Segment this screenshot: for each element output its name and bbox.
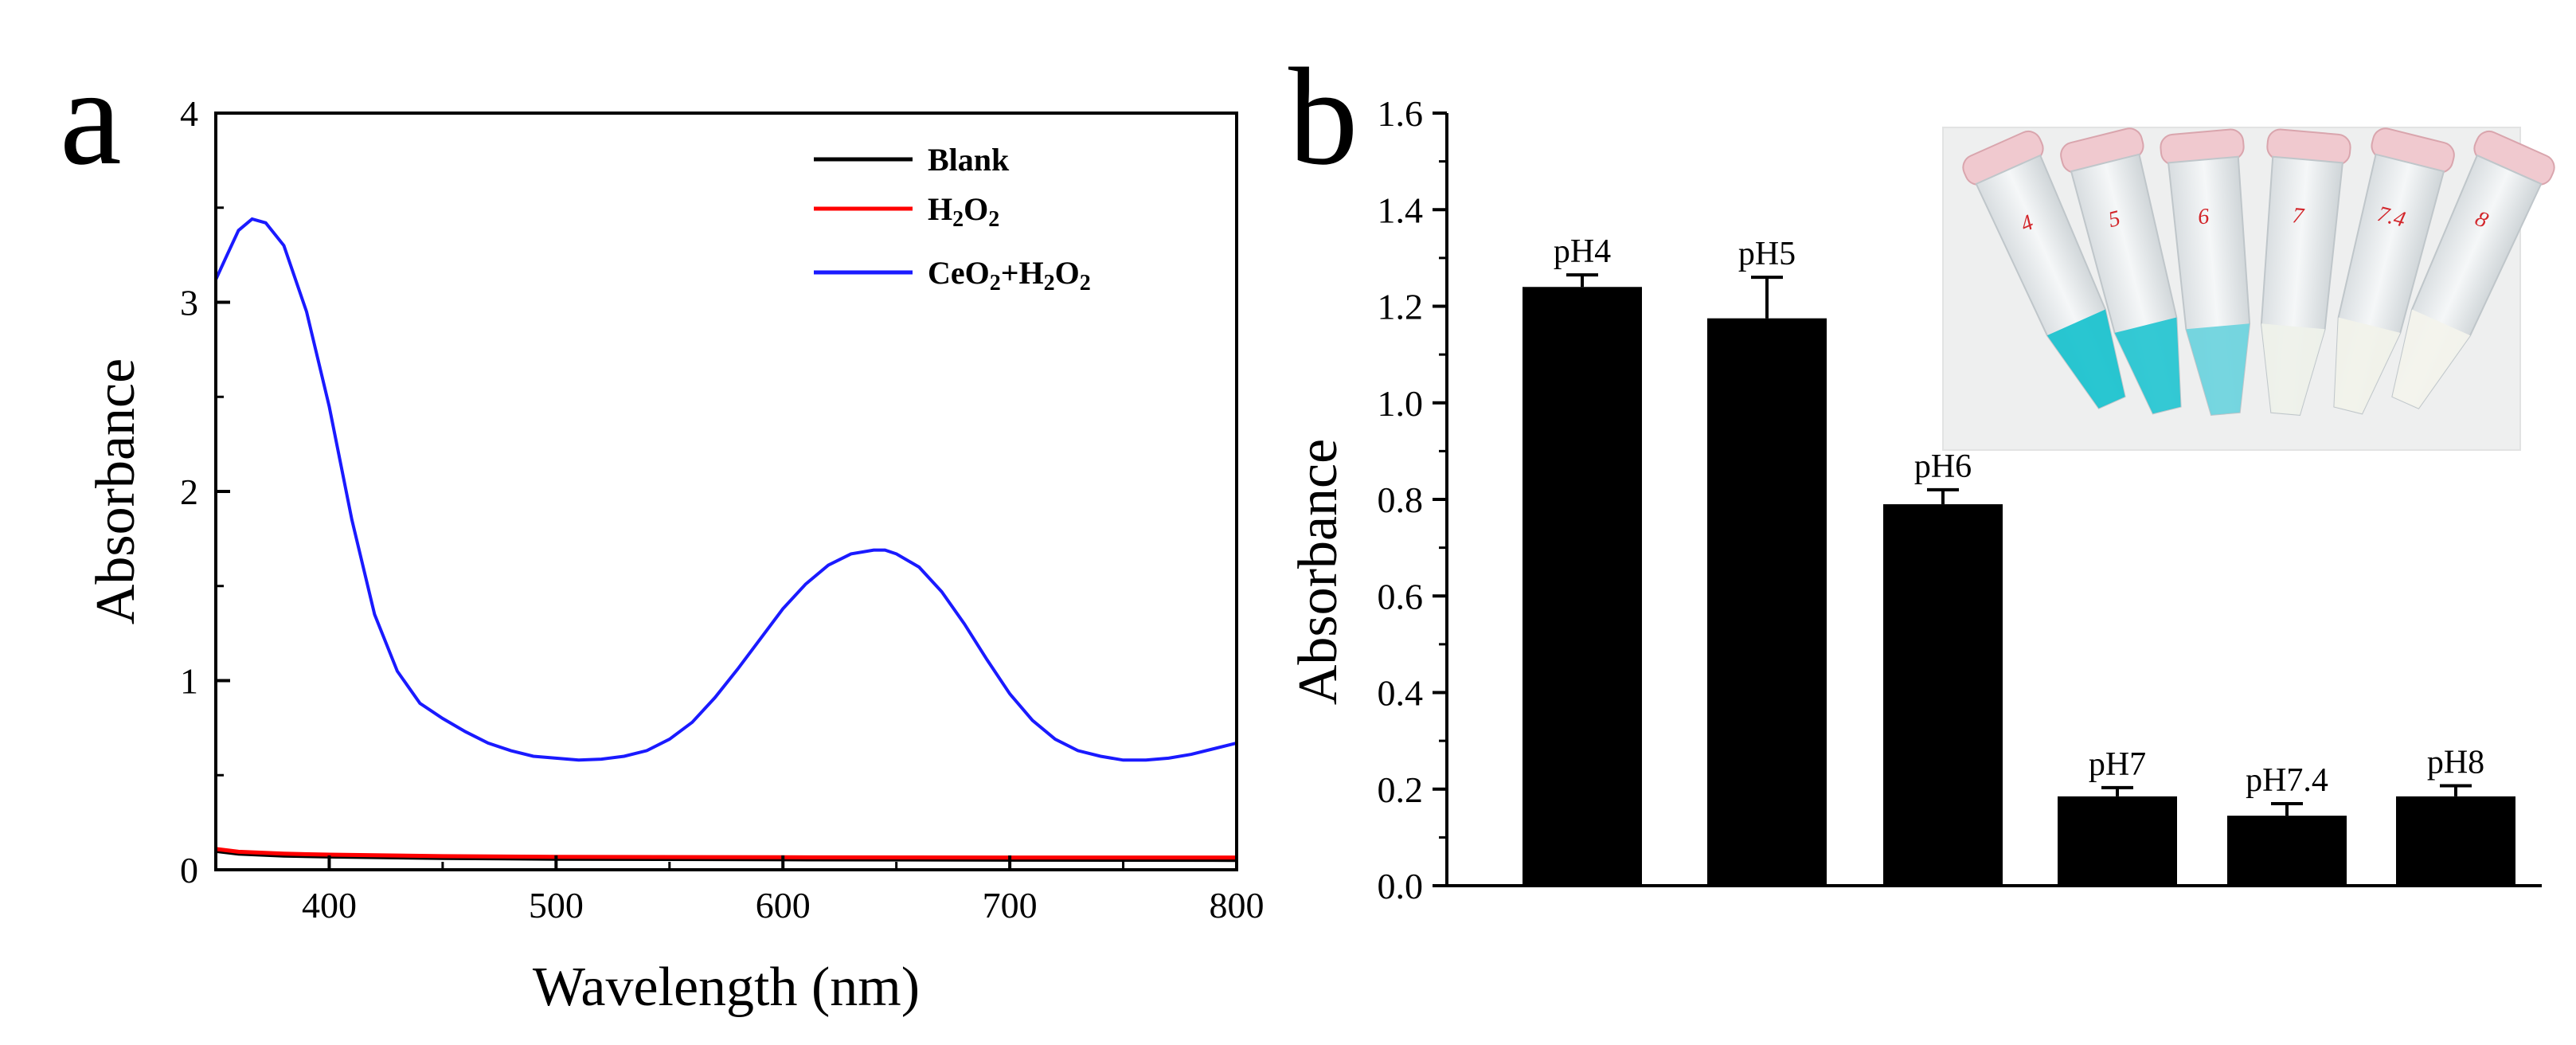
panel-letter-a: a bbox=[60, 39, 122, 194]
b-y-tick-label: 1.4 bbox=[1378, 190, 1424, 230]
b-y-tick-label: 0.6 bbox=[1378, 576, 1424, 616]
y-tick-label: 2 bbox=[180, 472, 198, 512]
x-tick-label: 600 bbox=[756, 885, 811, 926]
tube-liquid bbox=[2186, 323, 2250, 415]
tube-8: 8 bbox=[2391, 130, 2555, 409]
tube-7.4: 7.4 bbox=[2333, 127, 2455, 415]
panel-a-xlabel: Wavelength (nm) bbox=[533, 957, 920, 1018]
b-y-tick-label: 0.0 bbox=[1378, 866, 1424, 906]
x-tick-label: 800 bbox=[1210, 885, 1265, 926]
tube-liquid bbox=[2046, 309, 2125, 409]
tube-liquid bbox=[2114, 317, 2181, 414]
b-y-tick-label: 1.0 bbox=[1378, 383, 1424, 424]
tube-liquid bbox=[2261, 323, 2325, 415]
bar-label-pH8: pH8 bbox=[2427, 745, 2484, 781]
bar-label-pH4: pH4 bbox=[1554, 233, 1611, 270]
legend-label-H2O2: H2O2 bbox=[928, 191, 999, 232]
panel-b-ylabel: Absorbance bbox=[1288, 439, 1349, 705]
b-y-tick-label: 0.8 bbox=[1378, 479, 1424, 520]
panel-b-bar-chart: pH4 pH5 pH6 pH7 pH7.4 pH8 0.0 0.2 0.4 0.6 0.8 1.0 1… bbox=[1288, 93, 2555, 906]
tube-7: 7 bbox=[2260, 128, 2351, 416]
panel-a-frame bbox=[214, 112, 1238, 871]
line-series-CeO2+H2O2 bbox=[216, 217, 1237, 762]
tube-label: 7 bbox=[2292, 203, 2306, 229]
tube-6: 6 bbox=[2160, 128, 2251, 416]
tube-5: 5 bbox=[2060, 127, 2182, 415]
bar-label-pH7: pH7 bbox=[2089, 746, 2146, 783]
b-y-tick-label: 1.2 bbox=[1378, 287, 1424, 327]
b-y-tick-label: 0.2 bbox=[1378, 769, 1424, 810]
panel-a-line-chart: 400 500 600 700 800 0 1 2 3 4 Wavelength (nm) Abs… bbox=[85, 93, 1265, 1018]
bar-pH5 bbox=[1707, 318, 1827, 886]
y-tick-label: 4 bbox=[180, 93, 198, 134]
bar-pH7 bbox=[2058, 796, 2177, 886]
bar-label-pH5: pH5 bbox=[1738, 236, 1796, 272]
legend-label-Blank: Blank bbox=[928, 142, 1010, 178]
b-y-tick-label: 1.6 bbox=[1378, 93, 1424, 134]
b-y-tick-label: 0.4 bbox=[1378, 673, 1424, 714]
bar-label-pH7.4: pH7.4 bbox=[2246, 762, 2328, 799]
x-tick-label: 700 bbox=[983, 885, 1038, 926]
tube-label: 6 bbox=[2197, 204, 2211, 229]
line-series-H2O2 bbox=[216, 847, 1237, 860]
tube-liquid bbox=[2392, 309, 2471, 409]
panel-a-ylabel: Absorbance bbox=[85, 358, 147, 624]
tube-liquid bbox=[2334, 317, 2401, 414]
bar-pH4 bbox=[1523, 287, 1642, 886]
panel-letter-b: b bbox=[1288, 39, 1358, 194]
tube-4: 4 bbox=[1962, 130, 2126, 409]
bar-label-pH6: pH6 bbox=[1914, 448, 1972, 485]
y-tick-label: 1 bbox=[180, 661, 198, 702]
bar-pH7.4 bbox=[2227, 816, 2347, 886]
legend-label-CeO2+H2O2: CeO2+H2O2 bbox=[928, 255, 1091, 295]
y-tick-label: 3 bbox=[180, 283, 198, 323]
y-tick-label: 0 bbox=[180, 850, 198, 890]
tube-photo-inset: 4 5 6 7 7.4 8 bbox=[1942, 127, 2555, 451]
x-tick-label: 400 bbox=[302, 885, 357, 926]
bar-pH8 bbox=[2396, 796, 2515, 886]
bar-pH6 bbox=[1883, 504, 2003, 886]
x-tick-label: 500 bbox=[529, 885, 584, 926]
